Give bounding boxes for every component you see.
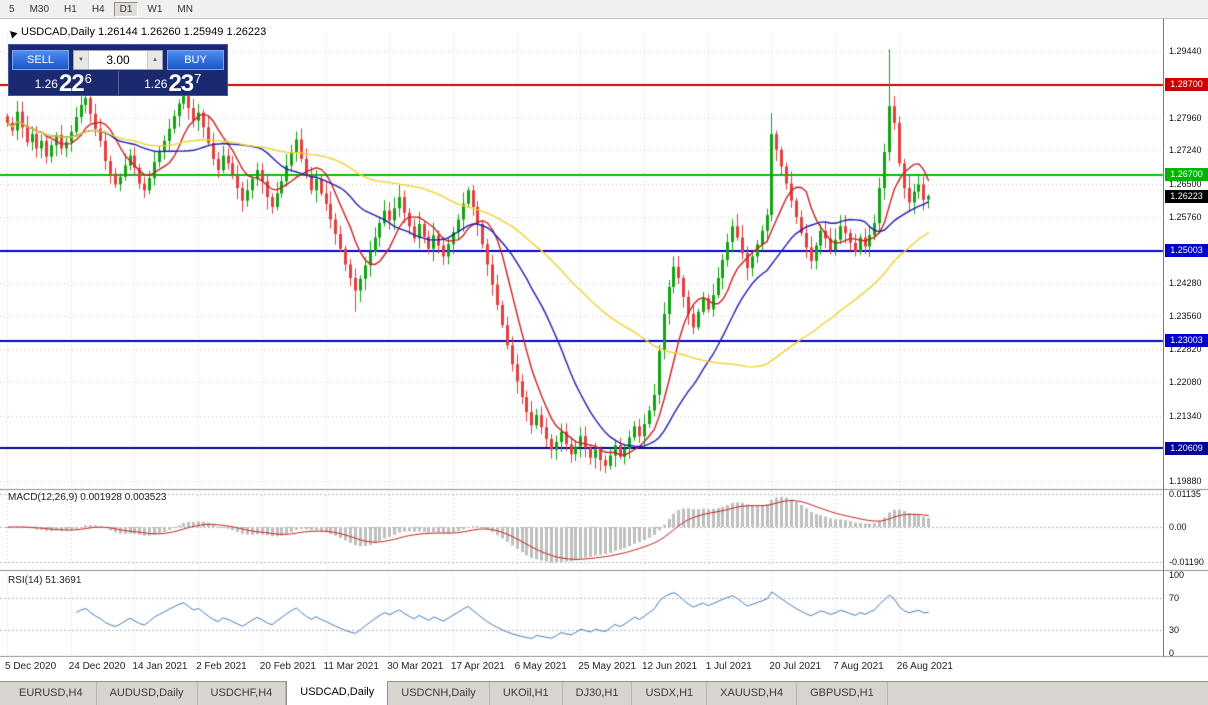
price-tick: 1.26500 <box>1169 178 1202 189</box>
price-tick: 1.27240 <box>1169 145 1202 156</box>
price-tick: 1.19880 <box>1169 476 1202 487</box>
sell-button[interactable]: SELL <box>12 49 69 70</box>
price-tick: 0 <box>1169 648 1175 658</box>
buy-button[interactable]: BUY <box>167 49 224 70</box>
price-tick: 1.22820 <box>1169 343 1202 354</box>
x-axis-label: 6 May 2021 <box>514 661 567 672</box>
chart-tab-usdx[interactable]: USDX,H1 <box>632 682 708 705</box>
price-tick: 0.01135 <box>1169 489 1201 500</box>
x-axis-label: 14 Jan 2021 <box>132 661 188 672</box>
x-axis-label: 24 Dec 2020 <box>68 661 126 672</box>
chart-tab-usdchf[interactable]: USDCHF,H4 <box>198 682 287 705</box>
sell-price: 1.26 22 6 <box>9 70 118 97</box>
buy-price-big: 23 <box>168 70 194 97</box>
buy-price-prefix: 1.26 <box>144 77 168 91</box>
x-axis-label: 12 Jun 2021 <box>642 661 698 672</box>
price-badge: 1.23003 <box>1165 334 1208 348</box>
timeframe-button-w1[interactable]: W1 <box>147 3 163 15</box>
price-badge: 1.25003 <box>1165 244 1208 258</box>
sell-price-big: 22 <box>58 70 85 97</box>
x-axis-label: 17 Apr 2021 <box>450 661 505 672</box>
x-axis-label: 7 Aug 2021 <box>833 661 884 672</box>
x-axis-label: 20 Jul 2021 <box>769 661 822 672</box>
price-scale: 1.29440 1.27960 1.27240 1.26500 1.25760 1.242… <box>1163 19 1208 658</box>
price-tick: 1.24280 <box>1169 278 1202 289</box>
timeframe-toolbar: 5 M30 H1 H4 D1 W1 MN <box>0 0 1208 19</box>
price-tick: 1.25760 <box>1169 211 1202 222</box>
timeframe-button-5[interactable]: 5 <box>9 3 15 15</box>
rsi-label: RSI(14) 51.3691 <box>8 575 82 586</box>
chart-ohlc-label: USDCAD,Daily 1.26144 1.26260 1.25949 1.2… <box>21 26 267 38</box>
x-axis: 5 Dec 2020 24 Dec 2020 14 Jan 2021 2 Feb 20… <box>0 657 1163 681</box>
x-axis-label: 30 Mar 2021 <box>387 661 444 672</box>
x-axis-label: 1 Jul 2021 <box>705 661 752 672</box>
price-tick: 1.23560 <box>1169 310 1202 321</box>
chart-cursor-icon <box>9 27 19 45</box>
x-axis-label: 2 Feb 2021 <box>196 661 247 672</box>
price-tick: 1.27960 <box>1169 112 1202 123</box>
price-tick: 70 <box>1169 593 1180 604</box>
timeframe-button-m30[interactable]: M30 <box>29 3 50 15</box>
price-tick: -0.01190 <box>1169 556 1204 567</box>
price-tick: 1.21340 <box>1169 410 1202 421</box>
x-axis-label: 11 Mar 2021 <box>323 661 379 672</box>
chart-tab-usdcnh[interactable]: USDCNH,Daily <box>388 682 490 705</box>
price-badge: 1.20609 <box>1165 441 1208 455</box>
timeframe-button-mn[interactable]: MN <box>177 3 193 15</box>
buy-price: 1.26 23 7 <box>117 70 228 97</box>
x-axis-label: 26 Aug 2021 <box>896 661 953 672</box>
price-tick: 100 <box>1169 570 1185 580</box>
price-tick: 1.22080 <box>1169 377 1202 388</box>
chart-tab-eurusd[interactable]: EURUSD,H4 <box>6 682 97 705</box>
chart-tab-ukoil[interactable]: UKOil,H1 <box>490 682 563 705</box>
x-axis-label: 20 Feb 2021 <box>259 661 316 672</box>
timeframe-button-d1[interactable]: D1 <box>113 1 139 17</box>
macd-label: MACD(12,26,9) 0.001928 0.003523 <box>8 492 167 503</box>
x-axis-label: 5 Dec 2020 <box>5 661 57 672</box>
volume-decrease-button[interactable]: ▼ <box>74 50 89 69</box>
tab-bar: EURUSD,H4 AUDUSD,Daily USDCHF,H4 USDCAD,Dai… <box>0 681 1208 705</box>
price-badge: 1.26223 <box>1165 189 1208 203</box>
buy-price-sup: 7 <box>194 71 202 86</box>
sell-price-sup: 6 <box>84 71 92 86</box>
one-click-trading-panel: SELL ▼ 3.00 ▲ BUY 1.26 22 6 1.26 23 7 <box>8 44 228 96</box>
volume-input[interactable]: 3.00 <box>106 52 130 67</box>
volume-control: ▼ 3.00 ▲ <box>73 49 163 70</box>
price-badge: 1.26700 <box>1165 168 1208 182</box>
timeframe-button-h1[interactable]: H1 <box>64 3 77 15</box>
x-axis-label: 25 May 2021 <box>578 661 637 672</box>
chart-tab-usdcad[interactable]: USDCAD,Daily <box>286 681 389 705</box>
price-tick: 30 <box>1169 624 1180 635</box>
chart-tab-dj30[interactable]: DJ30,H1 <box>563 682 633 705</box>
chart-tab-audusd[interactable]: AUDUSD,Daily <box>97 682 198 705</box>
sell-price-prefix: 1.26 <box>34 77 58 91</box>
price-tick: 1.29440 <box>1169 46 1202 57</box>
volume-increase-button[interactable]: ▲ <box>147 50 162 69</box>
price-tick: 0.00 <box>1169 522 1187 532</box>
chart-tab-xauusd[interactable]: XAUUSD,H4 <box>707 682 798 705</box>
chart-tab-gbpusd[interactable]: GBPUSD,H1 <box>797 682 888 705</box>
price-badge: 1.28700 <box>1165 78 1208 92</box>
timeframe-button-h4[interactable]: H4 <box>91 3 105 15</box>
